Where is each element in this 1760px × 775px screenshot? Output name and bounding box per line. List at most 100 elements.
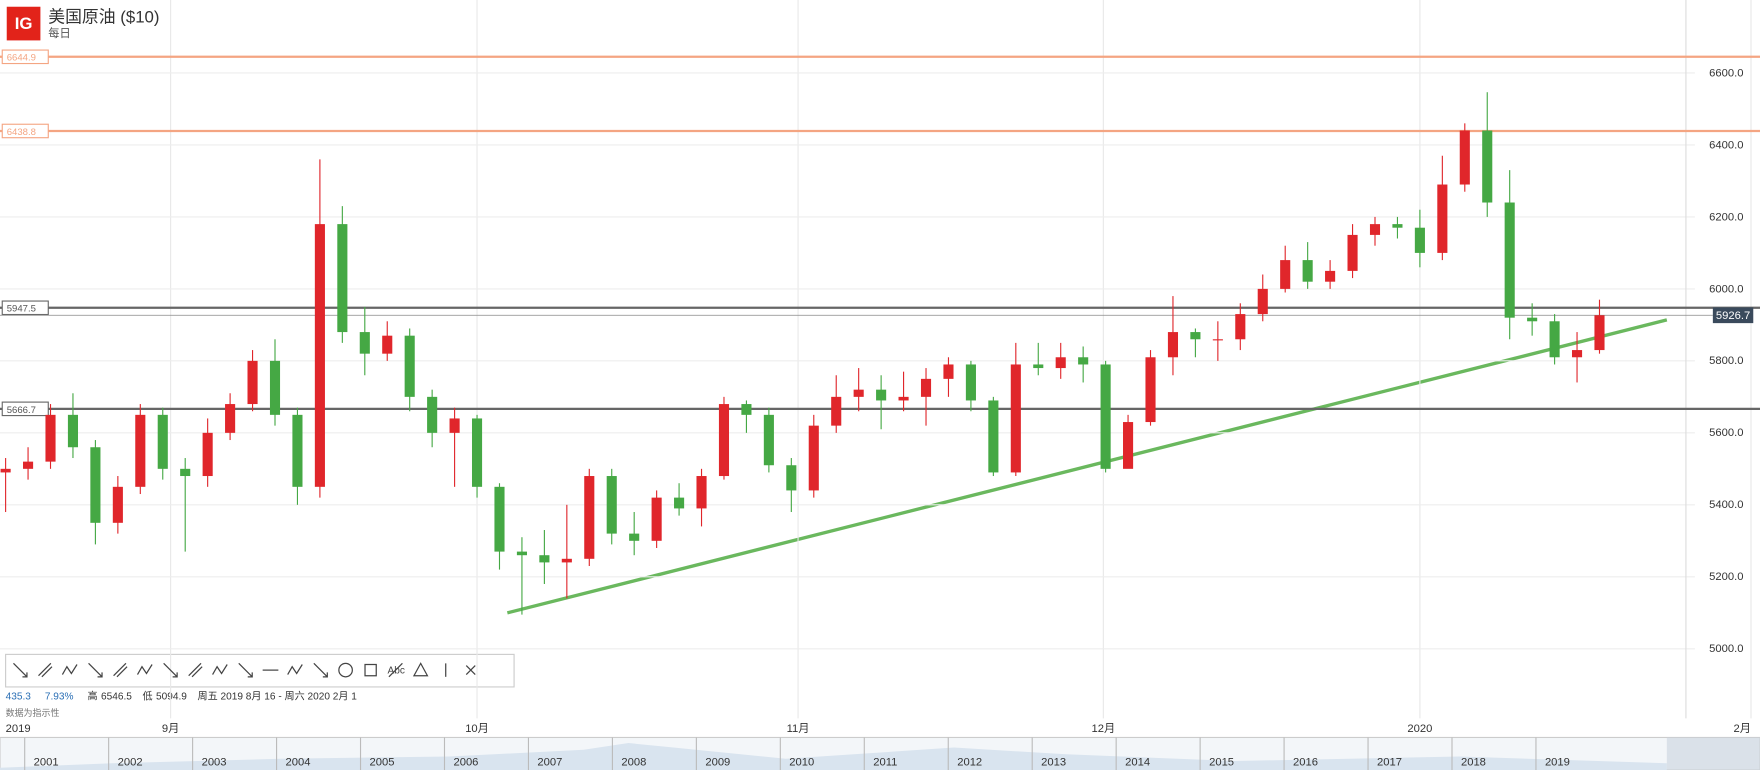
tool-button[interactable] [338,662,353,678]
candle-body [382,335,393,354]
candle-body [1033,364,1044,369]
y-tick-label: 5800.0 [1709,355,1743,367]
candle-body [1594,315,1605,351]
tool-icon [287,664,303,675]
nav-year: 2008 [621,757,646,769]
low-label: 低 [143,689,153,702]
candle-body [292,414,303,487]
nav-year: 2001 [34,757,59,769]
tool-button[interactable] [61,664,78,675]
tool-button[interactable] [136,664,153,675]
text-tool-label: Abc [388,665,405,676]
tool-button[interactable] [163,662,178,678]
nav-year: 2017 [1377,757,1402,769]
change-pct: 7.93% [45,691,74,702]
tool-icon [212,664,228,675]
candle-body [1010,364,1021,473]
x-tick-label: 2019 [6,723,31,735]
candle-body [674,497,685,509]
tool-button[interactable] [113,662,128,678]
tool-icon [136,664,153,675]
candle-body [606,476,617,534]
range: 周五 2019 8月 16 - 周六 2020 2月 1 [198,690,358,702]
tool-button[interactable] [238,662,253,678]
tool-button[interactable] [88,662,103,678]
text-tool[interactable] [388,662,403,678]
nav-year: 2003 [202,757,227,769]
tool-button[interactable] [212,664,228,675]
candle-body [876,389,887,401]
y-tick-label: 6400.0 [1709,139,1743,151]
candle-body [135,414,146,487]
y-tick-label: 5600.0 [1709,427,1743,439]
candle-body [1302,260,1313,282]
nav-year: 2016 [1293,757,1318,769]
high-label: 高 [88,689,98,702]
interval: 每日 [48,26,70,40]
tool-icon [313,662,328,678]
x-tick-label: 2020 [1407,723,1432,735]
y-tick-label: 6000.0 [1709,283,1743,295]
tool-button[interactable] [38,662,53,678]
candle-body [1325,270,1336,282]
candle-body [561,558,572,563]
tool-button[interactable] [412,662,429,677]
candle-body [1571,350,1583,358]
title: 美国原油 ($10) [48,7,159,26]
candle-body [225,404,236,433]
note: 数据为指示性 [6,707,60,718]
level-label: 5666.7 [7,405,36,416]
candle-body [629,533,640,541]
candle-body [786,465,797,491]
last-label: 5926.7 [1716,310,1750,322]
candle-body [1100,364,1111,469]
nav-year: 2005 [370,757,395,769]
candle-body [202,432,213,477]
tool-button[interactable] [287,664,303,675]
tool-icon [188,662,203,678]
candle-body [651,497,662,541]
tool-icon [61,664,78,675]
candle-body [1235,314,1246,340]
candle-body [763,414,774,466]
tool-button[interactable] [188,662,203,678]
tool-button[interactable] [13,662,28,678]
x-tick-label: 2月 [1734,723,1751,735]
low: 5094.9 [156,691,187,702]
tool-icon [163,662,178,678]
level-label-box [1,401,49,417]
candle-body [269,360,281,415]
tool-icon [88,662,103,678]
tool-icon [388,662,403,678]
tool-button[interactable] [364,663,377,677]
y-tick-label: 6200.0 [1709,211,1743,223]
candle-body [427,396,438,433]
candle-body [494,486,505,552]
tool-button[interactable] [465,665,476,676]
candle-body [247,360,258,405]
candle-body [1123,422,1134,469]
y-tick-label: 5200.0 [1709,571,1743,583]
tool-icon [364,663,377,677]
candle-body [67,414,79,448]
candle-body [718,404,730,477]
candle-body [920,378,932,397]
logo: IG [15,14,33,33]
navigator-mask [1666,737,1760,770]
candle-body [90,447,101,523]
candle-body [898,396,909,401]
nav-year: 2009 [705,757,730,769]
tool-button[interactable] [313,662,328,678]
level-label: 6644.9 [7,53,36,64]
candle-body [112,486,123,523]
candle-body [584,476,595,559]
toolbar [5,653,515,688]
nav-year: 2019 [1545,757,1570,769]
candle-body [45,414,56,462]
candle-body [516,551,527,556]
candle-body [741,404,752,415]
nav-year: 2014 [1125,757,1150,769]
candle-body [449,418,460,433]
